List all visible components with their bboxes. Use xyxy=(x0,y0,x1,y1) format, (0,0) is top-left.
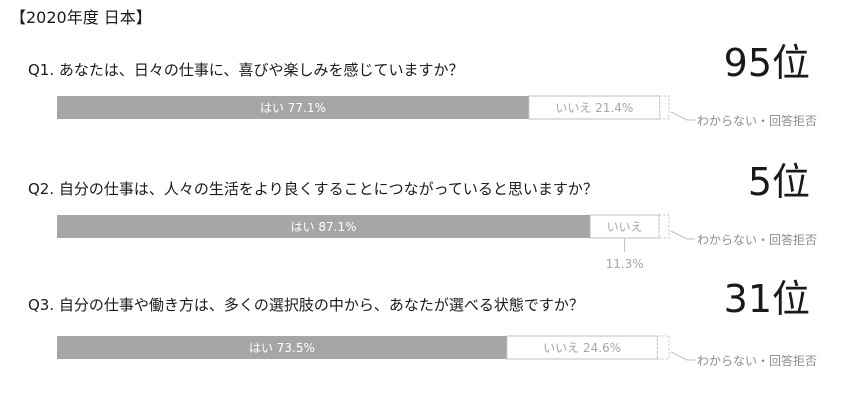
bar-1-yes-label: はい 77.1% xyxy=(260,101,326,115)
bar-2-no-value-label: 11.3% xyxy=(606,257,644,271)
chart-header: 【2020年度 日本】 xyxy=(10,8,152,27)
bar-2-no-label: いいえ xyxy=(607,220,643,234)
bar-3-unknown-leader xyxy=(670,351,695,361)
bar-3-unknown-label: わからない・回答拒否 xyxy=(697,353,817,368)
question-3-rank: 31位 xyxy=(723,277,810,321)
bar-2-unknown xyxy=(658,214,670,239)
bar-2-yes xyxy=(57,215,591,238)
bar-2-unknown-leader xyxy=(670,230,695,240)
question-2-rank: 5位 xyxy=(747,160,810,204)
bar-1-no-label: いいえ 21.4% xyxy=(555,101,633,115)
bar-3-yes-label: はい 73.5% xyxy=(249,341,315,355)
bar-3-unknown xyxy=(656,335,670,360)
bar-1-yes xyxy=(57,96,529,119)
bar-1-unknown-label: わからない・回答拒否 xyxy=(697,113,817,128)
bar-1-unknown xyxy=(659,95,670,120)
question-3-text: Q3. 自分の仕事や働き方は、多くの選択肢の中から、あなたが選べる状態ですか？ xyxy=(28,296,584,314)
bar-2-unknown-label: わからない・回答拒否 xyxy=(697,232,817,247)
question-2-text: Q2. 自分の仕事は、人々の生活をより良くすることにつながっていると思いますか？ xyxy=(28,180,598,198)
bar-2-yes-label: はい 87.1% xyxy=(291,220,357,234)
bar-3-yes xyxy=(57,336,507,359)
bar-3-no-label: いいえ 24.6% xyxy=(543,341,621,355)
question-1-text: Q1. あなたは、日々の仕事に、喜びや楽しみを感じていますか？ xyxy=(28,61,464,79)
bar-1-unknown-leader xyxy=(670,111,695,121)
question-1-rank: 95位 xyxy=(723,41,810,85)
